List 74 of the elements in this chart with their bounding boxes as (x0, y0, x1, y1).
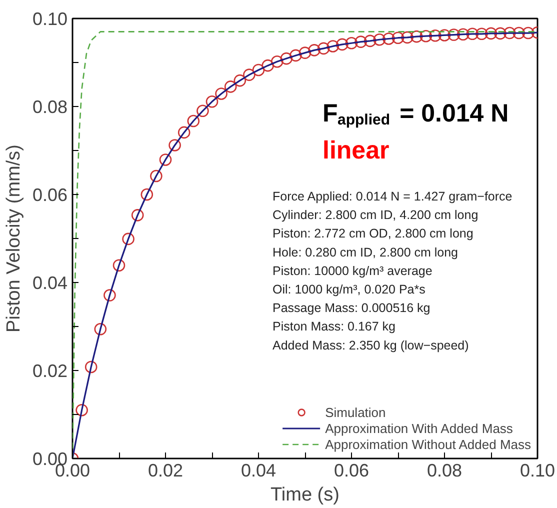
point (290, 49, 302, 62)
point (122, 232, 134, 246)
point (336, 38, 348, 51)
annotation: Passage Mass: 0.000516 kg (272, 301, 430, 316)
y-tick-label: 0.10 (32, 9, 68, 29)
point (206, 96, 218, 108)
x-tick-label: 0.10 (520, 460, 556, 480)
point (522, 26, 534, 40)
point (94, 323, 107, 336)
point (187, 114, 200, 128)
point (280, 52, 293, 65)
annotation: Hole: 0.280 cm ID, 2.800 cm long (272, 245, 458, 260)
point (466, 28, 479, 40)
point (410, 30, 423, 43)
point (224, 80, 237, 93)
point (512, 26, 526, 40)
point (401, 31, 414, 44)
point (326, 40, 340, 52)
point (243, 68, 256, 81)
annotation: Oil: 1000 kg/m³, 0.020 Pa*s (272, 282, 426, 296)
point (429, 30, 442, 42)
point (298, 46, 312, 59)
y-axis-title: Piston Velocity (mm/s) (3, 144, 24, 332)
point (392, 32, 404, 44)
point (373, 33, 386, 46)
point (364, 34, 376, 48)
x-tick-label: 0.02 (148, 460, 184, 480)
point (456, 28, 470, 40)
annotation: Added Mass: 2.350 kg (low−speed) (272, 338, 469, 352)
y-tick-label: 0.02 (32, 361, 68, 381)
x-tick-label: 0.04 (240, 460, 276, 480)
point (150, 170, 162, 182)
point (131, 209, 144, 222)
point (112, 259, 126, 272)
x-tick-label: 0.08 (426, 460, 462, 480)
point (448, 28, 460, 41)
annotation: Cylinder: 2.800 cm ID, 4.200 cm long (272, 208, 478, 222)
x-tick-label: 0.06 (334, 460, 370, 480)
point (503, 26, 516, 40)
point (484, 27, 498, 40)
point (168, 139, 181, 152)
point (476, 28, 488, 40)
point (494, 27, 506, 40)
annotation: Piston: 2.772 cm OD, 2.800 cm long (272, 226, 474, 241)
point (438, 29, 451, 42)
y-tick-label: 0.08 (32, 97, 68, 117)
point (382, 32, 395, 45)
legend-label: Simulation (325, 404, 386, 420)
y-tick-label: 0.06 (32, 185, 68, 205)
annotation: linear (322, 136, 390, 164)
point (76, 404, 88, 416)
point (159, 154, 172, 166)
annotation: Piston: 10000 kg/m³ average (272, 264, 432, 278)
point (140, 188, 154, 201)
legend-label: Approximation With Added Mass (325, 420, 513, 436)
point (196, 104, 209, 118)
legend-label: Approximation Without Added Mass (325, 436, 531, 452)
point (308, 44, 320, 56)
point (215, 88, 228, 100)
y-tick-label: 0.04 (32, 273, 68, 293)
annotation: Force Applied: 0.014 N = 1.427 gram−force (272, 190, 512, 204)
point (252, 64, 265, 76)
annotation: Piston Mass: 0.167 kg (272, 320, 396, 334)
point (234, 74, 246, 87)
point (354, 36, 367, 48)
point (178, 126, 190, 139)
point (262, 59, 274, 72)
point (84, 360, 98, 374)
point (420, 30, 432, 42)
point (104, 289, 116, 302)
point (270, 55, 284, 68)
x-axis-title: Time (s) (270, 484, 340, 506)
point (317, 42, 330, 55)
point (345, 37, 358, 50)
